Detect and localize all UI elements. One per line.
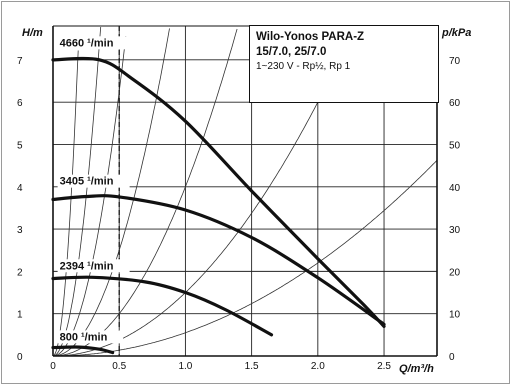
y-tick-label-3: 3 bbox=[17, 225, 23, 236]
y2-tick-label-1: 10 bbox=[449, 310, 461, 321]
y-tick-label-2: 2 bbox=[17, 267, 23, 278]
title-line-model: Wilo-Yonos PARA-Z bbox=[256, 31, 365, 43]
pump-curve-0 bbox=[51, 56, 386, 328]
system-curve-5 bbox=[53, 25, 356, 357]
x-tick-label-4: 2.0 bbox=[311, 361, 325, 372]
y2-tick-label-0: 0 bbox=[449, 352, 455, 363]
system-curve-3 bbox=[53, 28, 170, 357]
system-curve-6 bbox=[53, 160, 438, 357]
series-labels: 4660 ¹/min 3405 ¹/min 2394 ¹/min 800 ¹/min bbox=[57, 36, 130, 344]
pump-curve-2 bbox=[51, 275, 274, 337]
y2-tick-label-2: 20 bbox=[449, 267, 461, 278]
series-label-1: 3405 ¹/min bbox=[60, 176, 114, 188]
x-axis-label: Q/m³/h bbox=[399, 363, 434, 375]
y-tick-label-6: 6 bbox=[17, 98, 23, 109]
y2-tick-label-6: 60 bbox=[449, 98, 461, 109]
series-label-0: 4660 ¹/min bbox=[60, 37, 114, 49]
y-tick-labels: 0 1 2 3 4 5 6 7 bbox=[17, 56, 23, 363]
system-curve-4 bbox=[53, 28, 238, 357]
x-tick-label-2: 1.0 bbox=[178, 361, 192, 372]
pump-curve-3 bbox=[51, 345, 115, 355]
series-label-3: 800 ¹/min bbox=[60, 331, 108, 343]
series-label-bg-0 bbox=[57, 36, 130, 50]
pump-curve-1 bbox=[51, 194, 386, 326]
x-tick-label-1: 0.5 bbox=[112, 361, 126, 372]
y2-tick-label-5: 50 bbox=[449, 140, 461, 151]
y-tick-label-0: 0 bbox=[17, 352, 23, 363]
system-curve-0 bbox=[52, 50, 79, 357]
x-tick-label-0: 0 bbox=[50, 361, 56, 372]
y-tick-label-7: 7 bbox=[17, 56, 23, 67]
x-tick-label-3: 1.5 bbox=[245, 361, 259, 372]
series-label-bg-1 bbox=[57, 174, 130, 188]
pump-curves bbox=[51, 56, 386, 355]
y2-tick-label-4: 40 bbox=[449, 183, 461, 194]
y2-tick-label-3: 30 bbox=[449, 225, 461, 236]
y2-tick-labels: 0 10 20 30 40 50 60 70 bbox=[449, 56, 461, 363]
y-tick-label-5: 5 bbox=[17, 140, 23, 151]
title-line-variant: 15/7.0, 25/7.0 bbox=[256, 46, 327, 58]
y-tick-label-4: 4 bbox=[17, 183, 23, 194]
series-label-bg-2 bbox=[57, 259, 130, 273]
y-axis-label: H/m bbox=[22, 27, 43, 39]
series-label-2: 2394 ¹/min bbox=[60, 260, 114, 272]
y-tick-label-1: 1 bbox=[17, 310, 23, 321]
y2-axis-label: p/kPa bbox=[441, 27, 471, 39]
y2-tick-label-7: 70 bbox=[449, 56, 461, 67]
x-tick-labels: 0 0.5 1.0 1.5 2.0 2.5 bbox=[50, 361, 391, 372]
x-tick-label-5: 2.5 bbox=[377, 361, 391, 372]
title-line-electrical: 1~230 V - Rp½, Rp 1 bbox=[256, 61, 351, 72]
legend-title-box: Wilo-Yonos PARA-Z 15/7.0, 25/7.0 1~230 V… bbox=[249, 25, 439, 103]
series-label-bg-3 bbox=[57, 330, 124, 344]
